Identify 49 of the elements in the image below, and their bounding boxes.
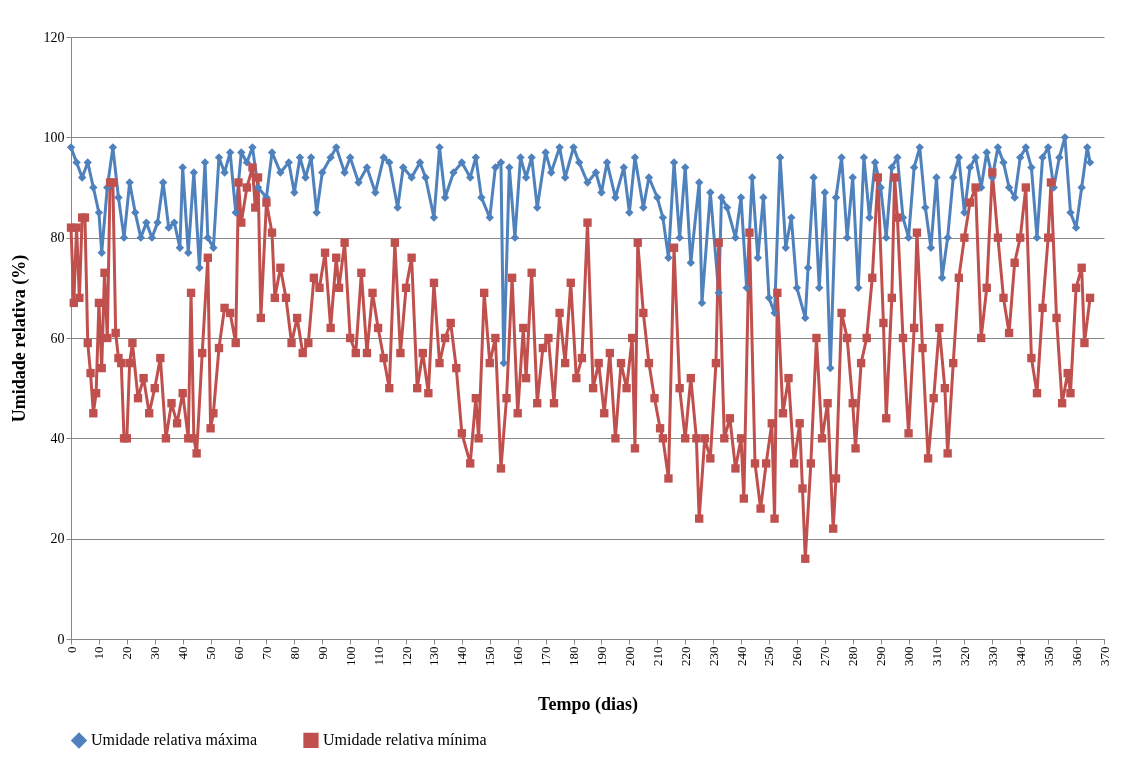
x-tick-label: 40: [175, 646, 191, 660]
x-tick-label: 60: [231, 646, 247, 660]
y-tick-label: 60: [50, 330, 65, 346]
x-tick-label: 150: [482, 646, 498, 666]
x-tick-label: 130: [426, 646, 442, 666]
x-tick-label: 360: [1068, 646, 1084, 666]
x-tick-label: 210: [649, 646, 665, 666]
y-tick-label: 40: [50, 430, 65, 446]
x-tick-label: 250: [761, 646, 777, 666]
x-tick-label: 310: [928, 646, 944, 666]
x-tick-label: 110: [370, 646, 386, 666]
x-tick-label: 0: [63, 646, 79, 653]
x-tick-label: 240: [733, 646, 749, 666]
x-tick-label: 350: [1040, 646, 1056, 666]
y-tick-label: 20: [50, 531, 65, 547]
x-tick-label: 270: [817, 646, 833, 666]
x-tick-label: 30: [147, 646, 163, 660]
x-tick-label: 170: [538, 646, 554, 666]
x-tick-label: 340: [1012, 646, 1028, 666]
x-tick-label: 200: [621, 646, 637, 666]
x-tick-label: 320: [956, 646, 972, 666]
x-tick-label: 290: [873, 646, 889, 666]
legend-label: Umidade relativa mínima: [323, 731, 487, 749]
x-tick-label: 10: [91, 646, 107, 660]
x-axis-title: Tempo (dias): [538, 694, 638, 715]
y-tick-label: 100: [43, 129, 65, 145]
x-tick-label: 70: [258, 646, 274, 660]
x-tick-label: 190: [593, 646, 609, 666]
y-tick-label: 120: [43, 29, 65, 45]
x-tick-label: 140: [454, 646, 470, 666]
x-tick-label: 280: [845, 646, 861, 666]
x-tick-label: 120: [398, 646, 414, 666]
x-tick-label: 20: [119, 646, 135, 660]
x-tick-label: 370: [1096, 646, 1112, 666]
x-tick-label: 50: [203, 646, 219, 660]
x-tick-label: 90: [314, 646, 330, 660]
y-tick-label: 0: [57, 631, 65, 647]
x-tick-label: 180: [566, 646, 582, 666]
y-tick-label: 80: [50, 230, 65, 246]
x-tick-label: 80: [286, 646, 302, 660]
y-axis-title: Umidade relativa (%): [8, 254, 30, 423]
x-tick-label: 220: [677, 646, 693, 666]
x-tick-label: 100: [342, 646, 358, 666]
legend-label: Umidade relativa máxima: [91, 731, 258, 749]
x-tick-label: 330: [984, 646, 1000, 666]
x-tick-label: 230: [705, 646, 721, 666]
x-tick-label: 160: [510, 646, 526, 666]
x-tick-label: 300: [901, 646, 917, 666]
x-tick-label: 260: [789, 646, 805, 666]
